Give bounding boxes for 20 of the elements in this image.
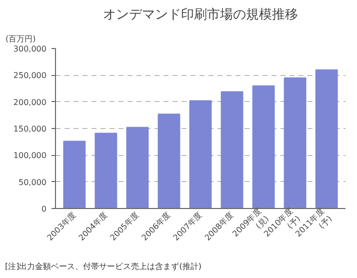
bar bbox=[158, 114, 180, 208]
bar bbox=[126, 126, 149, 208]
y-tick-label: 0 bbox=[41, 204, 47, 214]
bar bbox=[94, 132, 118, 208]
bar bbox=[315, 69, 338, 208]
y-tick-label: 250,000 bbox=[13, 71, 47, 80]
bar bbox=[284, 77, 306, 208]
y-tick-label: 200,000 bbox=[13, 98, 47, 107]
bar bbox=[63, 140, 86, 208]
y-axis-title: (百万円) bbox=[6, 34, 36, 44]
y-tick-label: 300,000 bbox=[13, 44, 47, 54]
y-tick-label: 150,000 bbox=[13, 124, 47, 134]
bar bbox=[189, 100, 212, 208]
chart-title: オンデマンド印刷市場の規模推移 bbox=[103, 8, 298, 22]
y-tick-label: 50,000 bbox=[18, 178, 47, 187]
bar bbox=[252, 85, 275, 208]
y-tick-label: 100,000 bbox=[13, 151, 47, 160]
text: (推計) bbox=[179, 261, 202, 272]
bar bbox=[220, 91, 244, 208]
text: [注]出力金額ベース、付帯サービス売上は含まず bbox=[5, 261, 180, 272]
